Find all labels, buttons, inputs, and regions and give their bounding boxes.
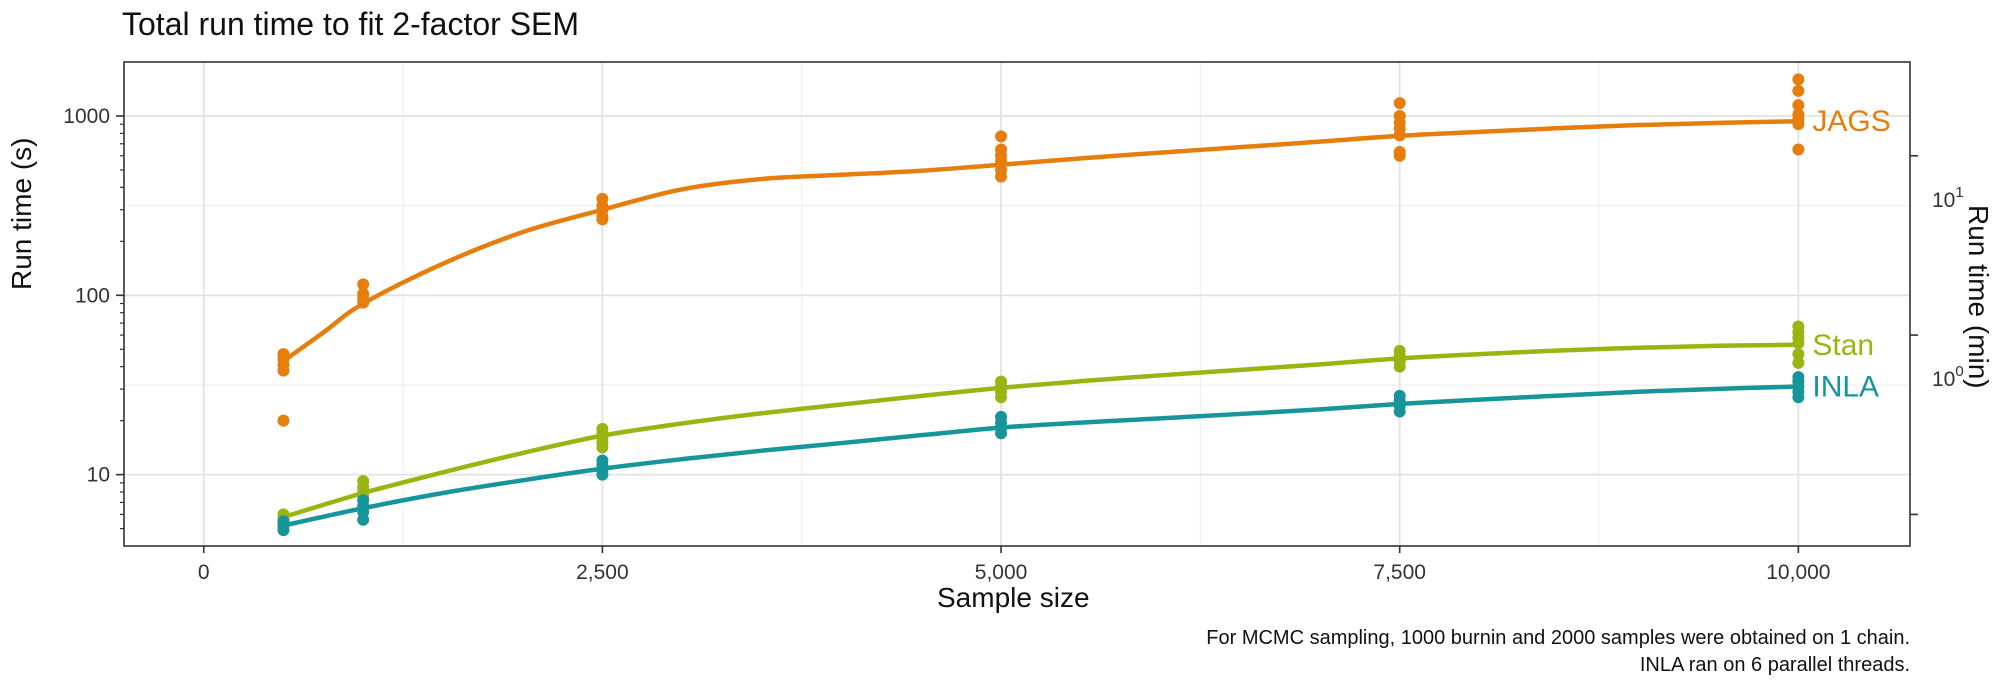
stan-point [1792,356,1805,369]
stan-fit-line [281,342,1801,520]
inla-point [596,468,609,481]
series-stan [277,320,1805,529]
x-tick-label: 0 [198,561,210,584]
jags-point [995,170,1008,183]
y2-tick-label-base: 10 [1932,189,1955,212]
jags-point [1792,73,1805,86]
stan-point [995,391,1008,404]
x-axis-label: Sample size [937,582,1090,613]
chart-title: Total run time to fit 2-factor SEM [122,6,580,42]
jags-point [1393,149,1406,162]
x-tick-label: 5,000 [975,561,1028,584]
stan-point [596,441,609,454]
plot-border [123,61,1911,547]
jags-point [357,278,370,291]
jags-point [995,130,1008,143]
jags-point [1393,97,1406,110]
x-tick-label: 2,500 [576,561,629,584]
inla-point [995,427,1008,440]
inla-point [1393,405,1406,418]
chart-caption: For MCMC sampling, 1000 burnin and 2000 … [1206,625,1910,679]
grid-layer [124,62,1910,546]
jags-fit-line [281,118,1801,364]
caption-line-2: INLA ran on 6 parallel threads. [1639,654,1910,676]
jags-point [277,414,290,427]
caption-line-1: For MCMC sampling, 1000 burnin and 2000 … [1206,627,1910,649]
series-jags [277,73,1805,427]
jags-point [1792,84,1805,97]
y-tick-label: 1000 [63,105,110,128]
y2-tick-label: 101 [1932,184,1964,212]
y-tick-label: 100 [75,284,110,307]
y2-tick-label-exponent: 1 [1955,184,1963,201]
jags-point [1792,99,1805,112]
series-label-inla: INLA [1812,371,1879,404]
series-label-jags: JAGS [1812,105,1890,138]
series-label-layer: JAGS Stan INLA [1812,105,1890,403]
jags-point [596,213,609,226]
y2-tick-label-exponent: 0 [1955,363,1963,380]
jags-point [1792,143,1805,156]
x-tick-label: 10,000 [1766,561,1830,584]
stan-point [1393,360,1406,373]
y2-tick-label: 100 [1932,363,1964,391]
inla-fit-line [281,384,1801,528]
series-label-stan: Stan [1812,329,1874,362]
y-tick-label: 10 [87,464,110,487]
series-layer [277,73,1805,537]
jags-point [277,364,290,377]
secondary-y-axis-label: Run time (min) [1963,205,1994,389]
stan-point [1792,348,1805,361]
x-tick-label: 7,500 [1373,561,1426,584]
series-inla [277,371,1805,537]
inla-point [357,513,370,526]
inla-point [1792,391,1805,404]
y2-tick-label-base: 10 [1932,368,1955,391]
y-axis-label: Run time (s) [6,137,37,290]
